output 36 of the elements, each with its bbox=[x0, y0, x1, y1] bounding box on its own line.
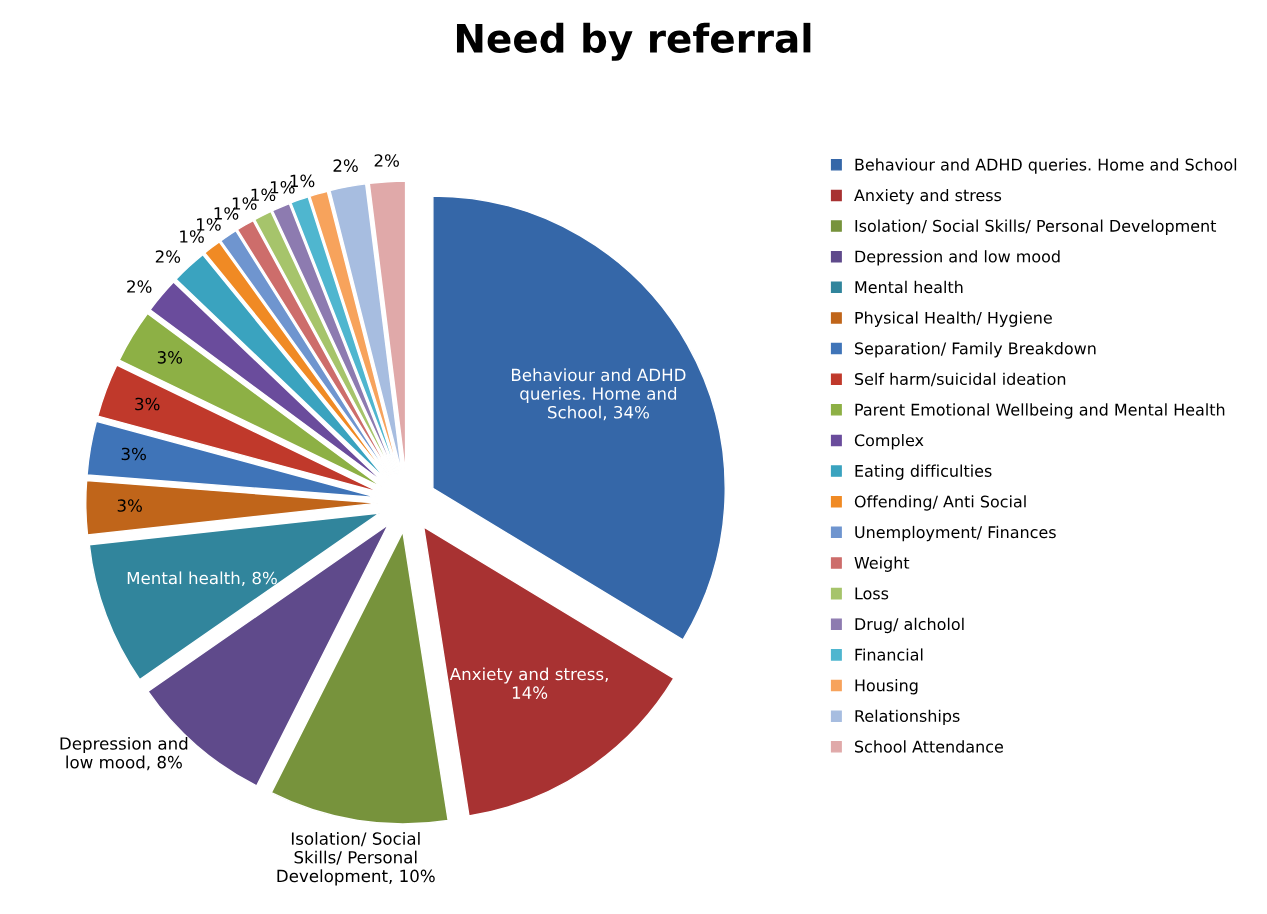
legend-label: Anxiety and stress bbox=[854, 188, 1002, 205]
legend-label: Separation/ Family Breakdown bbox=[855, 342, 1096, 358]
chart-title: Need by referral bbox=[456, 22, 811, 61]
legend-label: Depression and low mood bbox=[855, 250, 1060, 266]
legend-label: Offending/ Anti Social bbox=[854, 495, 1026, 511]
data-label: 3% bbox=[117, 499, 142, 512]
data-label: 2% bbox=[155, 250, 181, 263]
legend-label: Unemployment/ Finances bbox=[855, 525, 1056, 542]
legend-label: Eating difficulties bbox=[855, 464, 992, 481]
data-label: Behaviour and ADHD queries. Home and School, 34% bbox=[512, 368, 686, 421]
legend-label: Loss bbox=[855, 587, 889, 600]
legend-label: Financial bbox=[855, 648, 923, 661]
legend-label: Self harm/suicidal ideation bbox=[855, 372, 1066, 387]
data-label: Depression and low mood, 8% bbox=[60, 736, 188, 771]
data-label: Mental health, 8% bbox=[127, 571, 277, 587]
legend-label: Weight bbox=[854, 556, 910, 572]
data-label: 3% bbox=[157, 351, 183, 364]
data-label: 1% bbox=[180, 230, 204, 243]
legend-label: Isolation/ Social Skills/ Personal Development bbox=[855, 219, 1217, 235]
legend-label: School Attendance bbox=[855, 740, 1003, 753]
data-label: 2% bbox=[127, 280, 152, 293]
legend-label: Behaviour and ADHD queries. Home and School bbox=[855, 158, 1237, 174]
legend-label: Housing bbox=[855, 679, 918, 695]
legend-label: Drug/ alcholol bbox=[855, 617, 964, 634]
data-label: 3% bbox=[135, 397, 160, 411]
legend-label: Parent Emotional Wellbeing and Mental Health bbox=[855, 403, 1225, 419]
data-label: Isolation/ Social Skills/ Personal Development, 10% bbox=[277, 832, 435, 886]
legend-label: Relationships bbox=[855, 709, 960, 726]
legend-label: Complex bbox=[854, 433, 924, 450]
legend-label: Physical Health/ Hygiene bbox=[855, 311, 1052, 327]
data-label: 1% bbox=[197, 218, 221, 231]
legend-label: Mental health bbox=[855, 280, 963, 294]
data-label: Anxiety and stress, 14% bbox=[449, 667, 608, 699]
data-label: 3% bbox=[121, 447, 146, 461]
data-label: 2% bbox=[333, 159, 358, 172]
data-label: 2% bbox=[374, 154, 399, 167]
